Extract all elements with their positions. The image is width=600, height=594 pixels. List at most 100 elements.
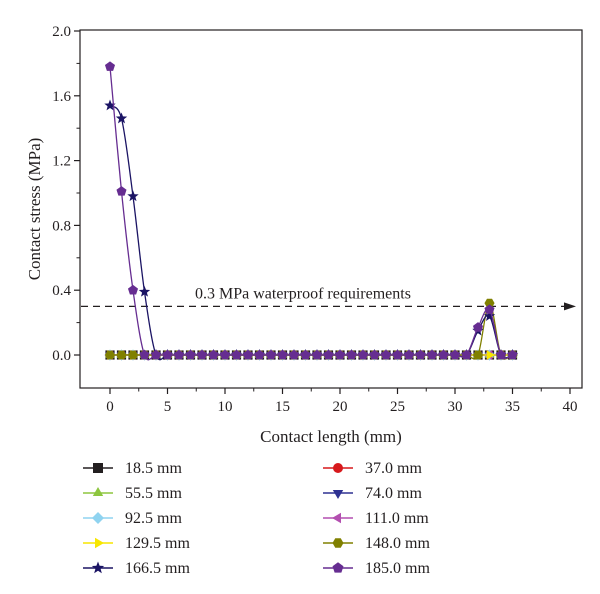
x-tick-label: 15 — [275, 399, 290, 415]
legend-label: 111.0 mm — [365, 510, 429, 527]
legend-item: 148.0 mm — [323, 535, 430, 552]
legend-marker — [332, 562, 344, 573]
reference-arrowhead — [564, 302, 576, 311]
data-point — [127, 284, 139, 295]
data-point — [346, 349, 357, 360]
legend-marker — [92, 512, 104, 524]
data-point — [138, 285, 151, 297]
series-line — [109, 66, 513, 361]
legend-label: 18.5 mm — [125, 460, 182, 477]
data-point — [415, 349, 426, 360]
legend-item: 55.5 mm — [83, 485, 182, 502]
data-point — [115, 112, 128, 124]
data-point — [116, 186, 127, 196]
x-tick-label: 40 — [563, 399, 578, 415]
data-point — [300, 349, 311, 360]
data-point — [369, 349, 380, 360]
series-185-0-mm — [104, 61, 518, 361]
x-tick-label: 5 — [164, 399, 172, 415]
legend-item: 37.0 mm — [323, 460, 422, 477]
data-point — [173, 349, 185, 360]
y-tick-label: 1.6 — [52, 89, 71, 105]
legend-marker — [332, 512, 341, 524]
data-point — [277, 349, 288, 360]
x-axis-title: Contact length (mm) — [260, 427, 402, 446]
data-point — [311, 349, 323, 360]
legend-label: 55.5 mm — [125, 485, 182, 502]
data-point — [392, 349, 403, 360]
data-point — [104, 61, 116, 71]
legend-marker — [333, 463, 343, 473]
data-point — [254, 349, 265, 360]
data-point — [116, 350, 127, 360]
data-point — [461, 349, 472, 360]
data-point — [104, 350, 116, 360]
legend-item: 185.0 mm — [323, 560, 430, 577]
data-point — [150, 349, 162, 360]
data-point — [323, 349, 334, 360]
legend-label: 37.0 mm — [365, 460, 422, 477]
legend-label: 129.5 mm — [125, 535, 190, 552]
x-tick-label: 0 — [106, 399, 114, 415]
x-tick-label: 25 — [390, 399, 405, 415]
data-point — [472, 350, 484, 360]
y-tick-label: 0.4 — [52, 283, 71, 299]
legend-label: 185.0 mm — [365, 560, 430, 577]
data-point — [219, 349, 231, 360]
y-tick-label: 1.2 — [52, 154, 71, 170]
data-point — [486, 350, 496, 360]
legend-item: 129.5 mm — [83, 535, 190, 552]
legend-label: 74.0 mm — [365, 485, 422, 502]
x-tick-label: 30 — [448, 399, 463, 415]
reference-line-label: 0.3 MPa waterproof requirements — [195, 285, 411, 302]
data-point — [403, 349, 415, 360]
data-point — [139, 349, 150, 360]
legend-marker — [91, 561, 105, 574]
axes: 0 5 10 15 20 25 30 35 40 0.0 0.4 0.8 1.2 1.6 2.0 Contac… — [25, 24, 583, 446]
legend-item: 74.0 mm — [323, 485, 422, 502]
x-tick-label: 10 — [218, 399, 233, 415]
data-point — [484, 298, 495, 308]
data-point — [334, 349, 346, 360]
data-point — [288, 349, 300, 360]
data-point — [380, 349, 392, 360]
data-point — [484, 304, 495, 314]
plot-frame — [79, 29, 583, 389]
data-point — [507, 349, 518, 360]
y-axis-title: Contact stress (MPa) — [25, 138, 44, 281]
data-point — [231, 349, 242, 360]
y-tick-label: 2.0 — [52, 24, 71, 40]
data-point — [472, 322, 484, 332]
legend: 18.5 mm 37.0 mm 55.5 mm 74.0 mm 92.5 mm 111.0… — [83, 460, 430, 577]
data-point — [127, 190, 139, 202]
y-tick-label: 0.0 — [52, 348, 71, 364]
data-point — [104, 99, 116, 111]
data-point — [495, 349, 507, 360]
legend-marker — [95, 537, 104, 549]
data-point — [196, 349, 208, 360]
data-point — [265, 349, 277, 360]
y-tick-label: 0.8 — [52, 218, 71, 234]
legend-label: 166.5 mm — [125, 560, 190, 577]
data-point — [127, 350, 139, 360]
legend-marker — [93, 463, 103, 473]
legend-marker — [92, 487, 104, 496]
data-point — [208, 349, 219, 360]
legend-item: 166.5 mm — [83, 560, 190, 577]
legend-marker — [332, 490, 344, 499]
series-line — [109, 104, 513, 361]
legend-item: 18.5 mm — [83, 460, 182, 477]
data-point — [449, 349, 461, 360]
data-point — [242, 349, 254, 360]
x-tick-label: 35 — [505, 399, 520, 415]
legend-label: 148.0 mm — [365, 535, 430, 552]
legend-item: 111.0 mm — [323, 510, 429, 527]
data-point — [185, 349, 196, 360]
legend-label: 92.5 mm — [125, 510, 182, 527]
data-point — [483, 310, 496, 321]
x-tick-label: 20 — [333, 399, 348, 415]
data-point — [162, 349, 173, 360]
data-point — [426, 349, 438, 360]
series-layer — [104, 61, 519, 361]
